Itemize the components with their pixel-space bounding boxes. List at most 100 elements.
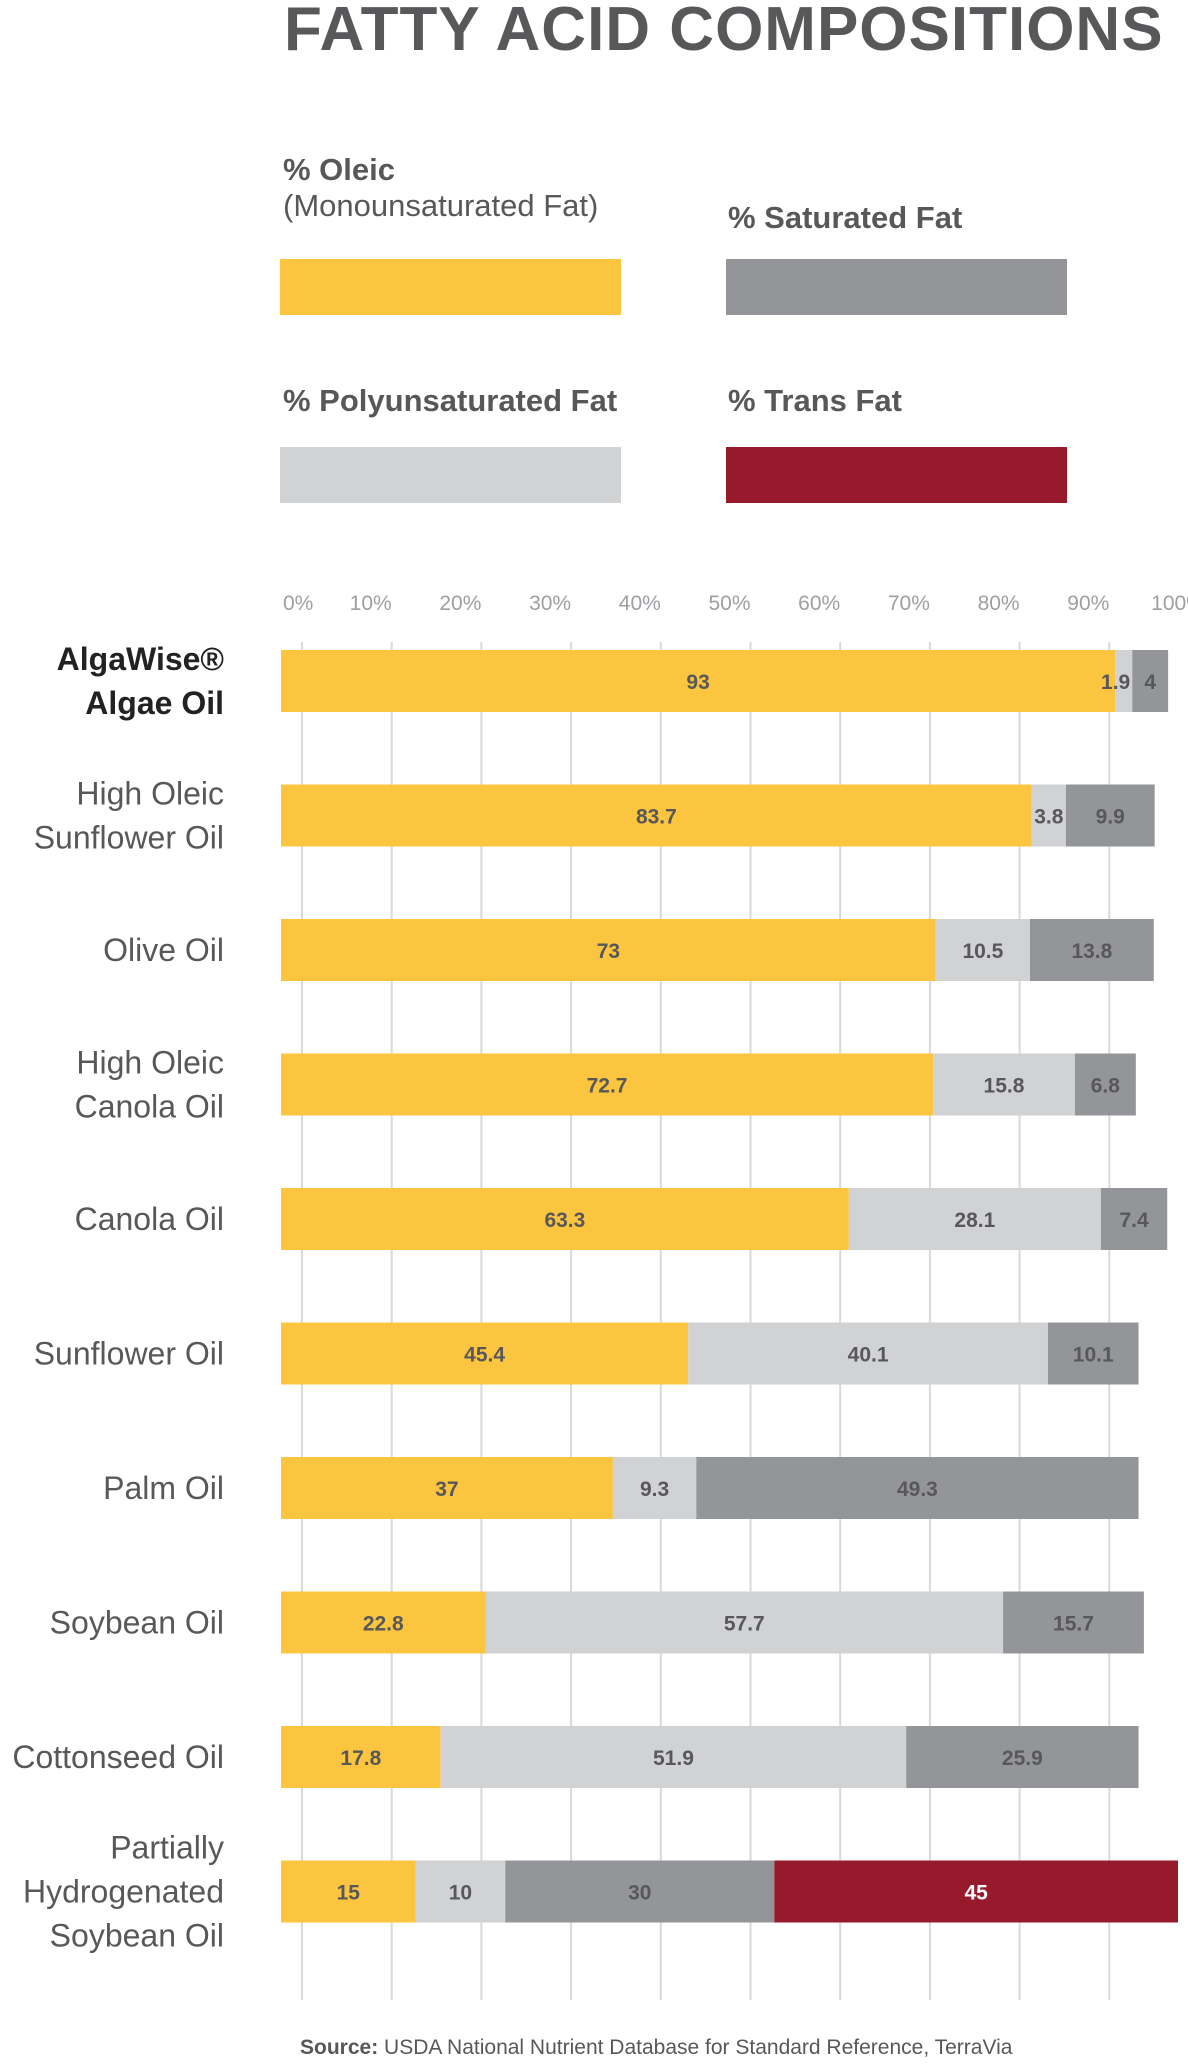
category-label: Soybean Oil xyxy=(50,1605,224,1641)
legend-poly-label: % Polyunsaturated Fat xyxy=(283,383,618,418)
bar-segment-saturated xyxy=(1065,784,1155,847)
bar-segment-trans xyxy=(774,1860,1178,1923)
data-label: 9.9 xyxy=(1096,806,1125,829)
x-tick-label: 50% xyxy=(708,592,750,615)
bar-segment-oleic xyxy=(281,1322,689,1385)
data-label: 15.7 xyxy=(1053,1613,1094,1636)
bar-segment-oleic xyxy=(281,1053,934,1116)
bar-segment-saturated xyxy=(1003,1591,1144,1654)
bar-segment-oleic xyxy=(281,1726,441,1788)
bar-segment-oleic xyxy=(281,1591,486,1654)
bar-segment-saturated xyxy=(1074,1053,1136,1116)
category-label: Hydrogenated xyxy=(23,1874,224,1910)
category-label: Cottonseed Oil xyxy=(12,1739,224,1775)
x-tick-label: 10% xyxy=(350,592,392,615)
data-label: 49.3 xyxy=(897,1478,938,1501)
legend-swatch-oleic xyxy=(280,259,621,315)
legend-item-oleic: % Oleic (Monounsaturated Fat) xyxy=(283,152,598,224)
data-label: 28.1 xyxy=(954,1209,995,1232)
bar-segment-saturated xyxy=(1047,1322,1139,1385)
bar-segment-polyunsaturated xyxy=(440,1726,907,1788)
data-label: 72.7 xyxy=(587,1075,628,1098)
bar-segment-polyunsaturated xyxy=(415,1860,506,1923)
bar-segment-polyunsaturated xyxy=(485,1591,1004,1654)
bar-segment-saturated xyxy=(1132,650,1169,712)
category-label: High Oleic xyxy=(76,776,224,812)
legend-trans-label: % Trans Fat xyxy=(728,383,902,418)
source-note: Source: USDA National Nutrient Database … xyxy=(300,2036,1012,2060)
category-label: Partially xyxy=(110,1830,224,1866)
category-label: Sunflower Oil xyxy=(34,820,224,856)
bar-segment-saturated xyxy=(696,1457,1139,1519)
bar-segment-oleic xyxy=(281,1457,613,1519)
data-label: 57.7 xyxy=(724,1613,765,1636)
category-label: Soybean Oil xyxy=(50,1918,224,1954)
x-tick-label: 0% xyxy=(283,592,313,615)
category-label: Palm Oil xyxy=(103,1470,224,1506)
legend-item-poly: % Polyunsaturated Fat xyxy=(283,383,617,419)
data-label: 37 xyxy=(435,1478,458,1501)
category-label: Sunflower Oil xyxy=(34,1336,224,1372)
x-tick-label: 90% xyxy=(1067,592,1109,615)
data-label: 93 xyxy=(686,671,709,694)
x-tick-label: 70% xyxy=(888,592,930,615)
category-label: High Oleic xyxy=(76,1045,224,1081)
data-label: 73 xyxy=(597,940,620,963)
data-label: 45 xyxy=(964,1882,988,1905)
legend-saturated-label: % Saturated Fat xyxy=(728,200,963,235)
category-label: AlgaWise® xyxy=(57,641,225,677)
x-tick-label: 100% xyxy=(1151,592,1188,615)
legend-swatch-saturated xyxy=(726,259,1067,315)
x-tick-label: 20% xyxy=(439,592,481,615)
bar-segment-polyunsaturated xyxy=(688,1322,1048,1385)
source-label: Source: xyxy=(300,2036,379,2059)
bar-segment-saturated xyxy=(505,1860,775,1923)
bar-segment-oleic xyxy=(281,919,936,981)
bar-segment-oleic xyxy=(281,1860,416,1923)
bar-segment-polyunsaturated xyxy=(1115,650,1133,712)
legend-swatch-trans xyxy=(726,447,1067,503)
bar-segment-oleic xyxy=(281,650,1116,712)
bar-segment-polyunsaturated xyxy=(848,1188,1101,1250)
data-label: 45.4 xyxy=(464,1344,505,1367)
x-tick-label: 80% xyxy=(978,592,1020,615)
legend-oleic-label: % Oleic xyxy=(283,152,395,187)
legend-item-saturated: % Saturated Fat xyxy=(728,200,962,236)
bar-segment-oleic xyxy=(281,784,1032,847)
bar-segment-oleic xyxy=(281,1188,849,1250)
category-label: Algae Oil xyxy=(85,685,224,721)
bar-segment-polyunsaturated xyxy=(1031,784,1066,847)
category-label: Canola Oil xyxy=(75,1201,224,1237)
bar-segment-saturated xyxy=(1029,919,1154,981)
data-label: 15.8 xyxy=(984,1075,1025,1098)
data-label: 25.9 xyxy=(1002,1747,1043,1770)
data-label: 17.8 xyxy=(340,1747,381,1770)
legend-swatch-poly xyxy=(280,447,621,503)
category-label: Canola Oil xyxy=(75,1089,224,1125)
data-label: 4 xyxy=(1144,671,1156,694)
data-label: 15 xyxy=(337,1882,361,1905)
bar-segment-saturated xyxy=(906,1726,1139,1788)
bar-segment-polyunsaturated xyxy=(935,919,1030,981)
category-label: Olive Oil xyxy=(103,932,224,968)
legend-oleic-sublabel: (Monounsaturated Fat) xyxy=(283,188,599,223)
source-text: USDA National Nutrient Database for Stan… xyxy=(384,2036,1013,2059)
bar-segment-polyunsaturated xyxy=(933,1053,1075,1116)
stacked-bar-chart: 0% 10% 20% 30% 40% 50% 60% 70% 80% 90% 100% 93 1.9 4 A… xyxy=(12,592,1188,2000)
x-tick-label: 60% xyxy=(798,592,840,615)
chart-title: FATTY ACID COMPOSITIONS xyxy=(284,0,1164,64)
data-label: 13.8 xyxy=(1071,940,1112,963)
data-label: 40.1 xyxy=(848,1344,889,1367)
bar-segment-saturated xyxy=(1100,1188,1168,1250)
data-label: 63.3 xyxy=(544,1209,585,1232)
data-label: 3.8 xyxy=(1034,806,1064,829)
data-label: 83.7 xyxy=(636,806,677,829)
data-label: 1.9 xyxy=(1101,671,1130,694)
data-label: 9.3 xyxy=(640,1478,669,1501)
bar-segment-polyunsaturated xyxy=(612,1457,697,1519)
legend-item-trans: % Trans Fat xyxy=(728,383,902,419)
x-tick-label: 30% xyxy=(529,592,571,615)
data-label: 7.4 xyxy=(1119,1209,1149,1232)
data-label: 10.1 xyxy=(1073,1344,1114,1367)
data-label: 6.8 xyxy=(1091,1075,1121,1098)
